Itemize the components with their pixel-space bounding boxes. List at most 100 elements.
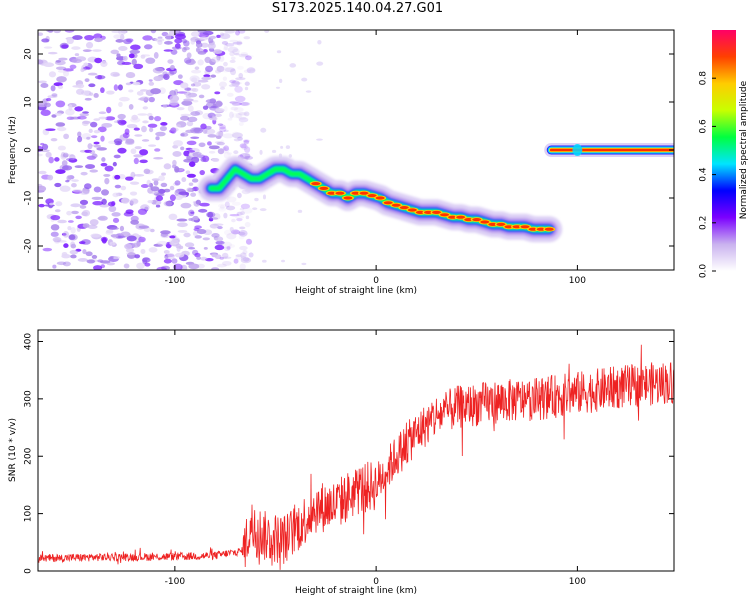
noise-blob <box>221 41 229 45</box>
ridge-core-red <box>391 203 401 207</box>
noise-blob <box>215 108 225 113</box>
noise-blob <box>56 261 67 266</box>
noise-blob <box>113 138 123 144</box>
noise-blob <box>136 262 145 270</box>
noise-blob <box>197 59 204 66</box>
noise-blob <box>110 71 120 77</box>
noise-blob <box>148 81 155 86</box>
noise-blob <box>163 250 170 254</box>
noise-speck <box>243 111 250 117</box>
noise-blob <box>240 101 251 107</box>
heatmap-x-tick-label: -100 <box>165 276 186 286</box>
noise-blob <box>114 174 121 180</box>
noise-speck <box>305 90 312 93</box>
noise-speck <box>239 211 245 216</box>
noise-blob <box>109 227 119 230</box>
noise-blob <box>223 145 230 152</box>
noise-blob <box>239 245 248 251</box>
colorbar: 0.0 0.2 0.4 0.6 0.8 Normalized spectral ampl… <box>699 30 749 279</box>
noise-blob <box>244 54 254 58</box>
noise-blob <box>109 256 114 260</box>
noise-blob <box>231 218 236 223</box>
noise-blob <box>150 186 160 192</box>
ridge-core-red <box>367 194 377 198</box>
noise-blob <box>186 140 197 146</box>
noise-blob <box>221 252 229 259</box>
noise-blob <box>52 264 57 269</box>
noise-blob <box>190 39 195 45</box>
ridge-core-red <box>407 208 417 212</box>
noise-blob <box>62 231 69 238</box>
noise-blob <box>167 59 174 64</box>
noise-blob <box>232 132 243 139</box>
noise-blob <box>222 260 232 266</box>
noise-blob <box>53 30 62 34</box>
noise-blob <box>208 217 214 222</box>
ridge-core-red <box>399 206 409 210</box>
noise-blob <box>216 34 221 39</box>
noise-blob <box>219 33 231 40</box>
noise-blob <box>82 223 90 228</box>
noise-blob <box>188 246 196 250</box>
noise-blob <box>174 252 185 258</box>
colorbar-tick-label: 0.8 <box>699 71 709 86</box>
noise-speck <box>297 209 303 213</box>
noise-blob <box>137 113 148 116</box>
noise-blob <box>191 156 200 164</box>
noise-blob <box>107 201 116 207</box>
noise-blob <box>199 169 205 176</box>
noise-speck <box>262 259 267 263</box>
noise-blob <box>148 115 154 121</box>
noise-blob <box>150 190 159 195</box>
noise-blob <box>191 69 202 74</box>
noise-blob <box>223 129 229 133</box>
noise-blob <box>137 208 147 215</box>
noise-blob <box>219 32 225 37</box>
noise-blob <box>175 243 182 249</box>
noise-blob <box>242 207 253 214</box>
noise-blob <box>146 179 151 187</box>
noise-blob <box>216 65 225 73</box>
noise-blob <box>198 208 208 213</box>
snr-y-tick-label: 400 <box>24 333 34 350</box>
noise-speck <box>317 39 322 45</box>
noise-blob <box>97 215 108 221</box>
noise-blob <box>211 267 220 270</box>
noise-blob <box>101 122 113 128</box>
noise-blob <box>215 240 225 245</box>
noise-blob <box>178 168 184 171</box>
noise-blob <box>205 102 217 109</box>
noise-speck <box>252 207 258 211</box>
noise-blob <box>215 100 223 108</box>
noise-blob <box>222 76 228 81</box>
noise-blob <box>108 205 117 212</box>
noise-blob <box>151 178 161 182</box>
noise-blob <box>71 210 79 215</box>
noise-blob <box>217 148 225 155</box>
noise-blob <box>91 196 103 200</box>
noise-blob <box>51 114 57 118</box>
heatmap-tone-layer <box>544 143 674 157</box>
noise-blob <box>202 237 210 241</box>
noise-blob <box>181 47 187 53</box>
noise-blob <box>192 231 198 237</box>
noise-blob <box>54 209 61 213</box>
noise-blob <box>153 179 159 186</box>
noise-speck <box>316 61 324 66</box>
noise-blob <box>169 100 179 106</box>
noise-blob <box>240 203 251 210</box>
noise-blob <box>69 116 81 120</box>
colorbar-tick-label: 0.0 <box>699 264 709 279</box>
noise-speck <box>231 101 238 106</box>
noise-blob <box>231 201 241 206</box>
noise-blob <box>86 136 91 140</box>
noise-blob <box>71 46 81 50</box>
noise-blob <box>190 31 200 37</box>
noise-speck <box>279 78 283 83</box>
noise-blob <box>106 90 115 95</box>
noise-blob <box>67 226 72 231</box>
colorbar-tick-label: 0.2 <box>699 216 709 230</box>
noise-speck <box>285 145 291 150</box>
noise-blob <box>160 182 168 188</box>
noise-blob <box>172 238 180 244</box>
